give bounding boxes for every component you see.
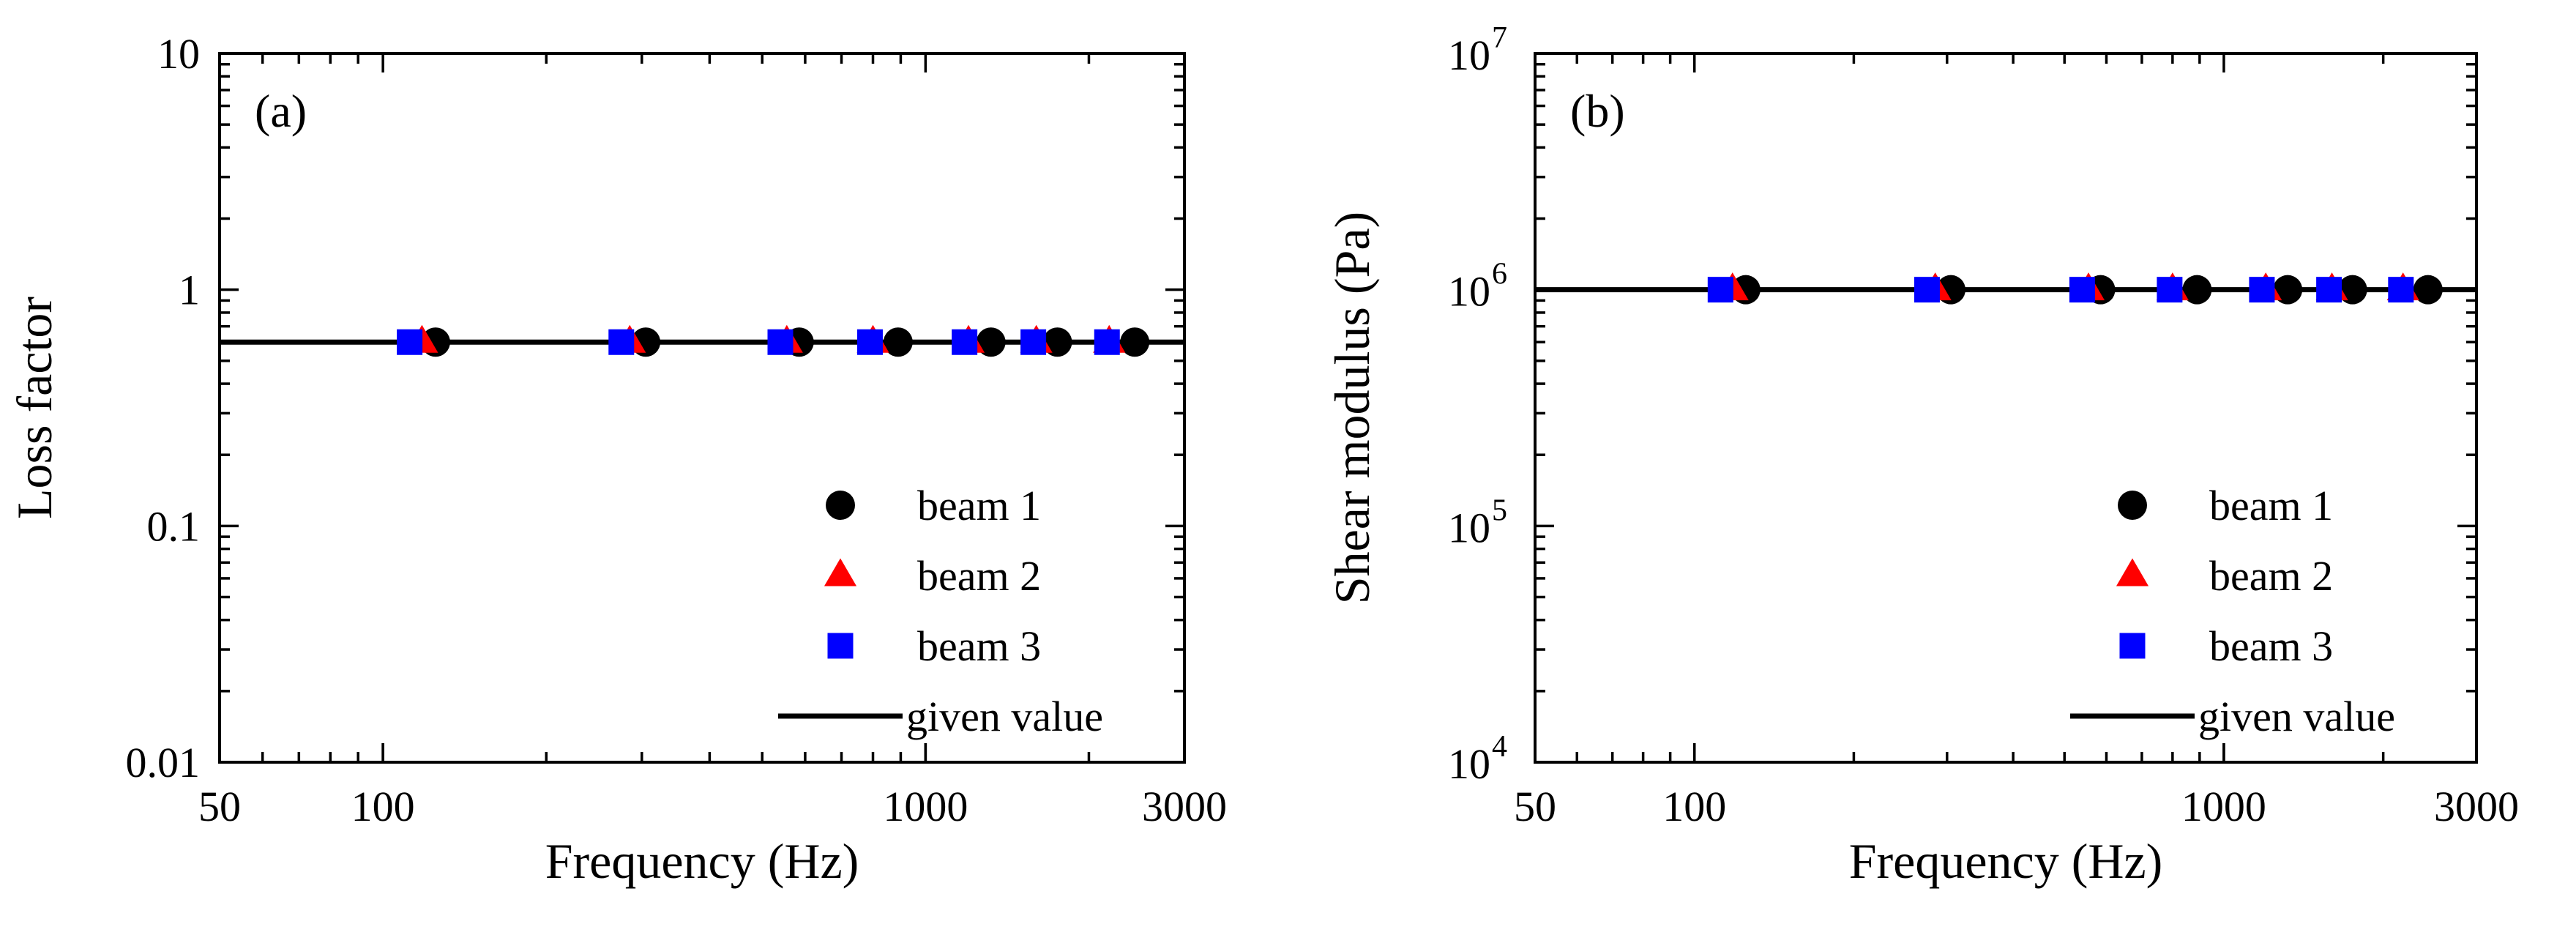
square-data-point xyxy=(2157,277,2183,303)
square-data-point xyxy=(767,329,794,355)
y-tick-base: 10 xyxy=(1448,504,1490,551)
y-tick-label: 10 xyxy=(1448,740,1490,788)
x-tick-label: 50 xyxy=(1514,783,1556,830)
square-data-point xyxy=(952,329,978,355)
circle-data-point xyxy=(2182,275,2212,305)
x-tick-label: 100 xyxy=(1662,783,1726,830)
y-tick-exponent: 7 xyxy=(1492,21,1507,55)
legend-label: beam 2 xyxy=(917,552,1041,600)
y-tick-exponent: 6 xyxy=(1492,258,1507,291)
x-tick-label: 3000 xyxy=(2434,783,2519,830)
plot-frame xyxy=(1534,52,2478,764)
square-data-point xyxy=(1020,329,1047,355)
y-tick-label: 10 xyxy=(1448,268,1490,316)
y-tick-base: 10 xyxy=(1448,740,1490,788)
x-tick-label: 1000 xyxy=(883,783,968,830)
x-tick-label: 100 xyxy=(351,783,415,830)
y-axis-title: Shear modulus (Pa) xyxy=(1324,212,1380,604)
x-axis-title: Frequency (Hz) xyxy=(545,833,859,889)
circle-data-point xyxy=(883,327,913,357)
y-tick-base: 10 xyxy=(1448,31,1490,79)
legend-marker-square xyxy=(827,633,854,659)
x-tick-label: 50 xyxy=(198,783,241,830)
legend-label: beam 1 xyxy=(2209,482,2333,529)
circle-data-point xyxy=(1120,327,1150,357)
y-tick-label: 10 xyxy=(1448,504,1490,551)
y-tick-label: 10 xyxy=(1448,31,1490,79)
square-data-point xyxy=(2388,277,2414,303)
square-data-point xyxy=(608,329,635,355)
legend-marker-triangle xyxy=(2116,558,2149,586)
x-tick-label: 1000 xyxy=(2181,783,2266,830)
legend-marker-circle xyxy=(826,491,855,520)
circle-data-point xyxy=(2413,275,2443,305)
legend-label: beam 1 xyxy=(917,482,1041,529)
y-tick-label: 0.01 xyxy=(126,739,201,786)
legend-marker-square xyxy=(2119,633,2146,659)
legend-marker-triangle xyxy=(824,558,857,586)
legend-label: beam 3 xyxy=(2209,622,2333,670)
square-data-point xyxy=(856,329,883,355)
panel-a: 50 100 1000 3000 0.01 0.1 1 10 Frequency (Hz) Los… xyxy=(7,30,1227,889)
y-tick-label: 10 xyxy=(157,30,200,78)
square-data-point xyxy=(397,329,423,355)
y-tick-exponent: 5 xyxy=(1492,493,1507,527)
circle-data-point xyxy=(976,327,1006,357)
legend-marker-circle xyxy=(2118,491,2147,520)
legend-label: given value xyxy=(906,693,1103,740)
panel-label: (a) xyxy=(255,85,307,137)
circle-data-point xyxy=(2273,275,2303,305)
x-tick-label: 3000 xyxy=(1142,783,1227,830)
x-axis-title: Frequency (Hz) xyxy=(1849,833,2163,889)
square-data-point xyxy=(2249,277,2275,303)
square-data-point xyxy=(1707,277,1733,303)
y-axis-title: Loss factor xyxy=(7,297,62,519)
y-tick-base: 10 xyxy=(1448,268,1490,316)
plot-frame xyxy=(218,52,1186,764)
square-data-point xyxy=(1094,329,1120,355)
square-data-point xyxy=(2069,277,2095,303)
legend-label: beam 3 xyxy=(917,622,1041,670)
y-tick-label: 0.1 xyxy=(147,502,201,550)
square-data-point xyxy=(1914,277,1940,303)
y-tick-exponent: 4 xyxy=(1492,730,1507,764)
legend-label: given value xyxy=(2198,693,2395,740)
y-tick-label: 1 xyxy=(179,267,200,314)
panel-label: (b) xyxy=(1570,85,1625,137)
legend-label: beam 2 xyxy=(2209,552,2333,600)
square-data-point xyxy=(2316,277,2342,303)
